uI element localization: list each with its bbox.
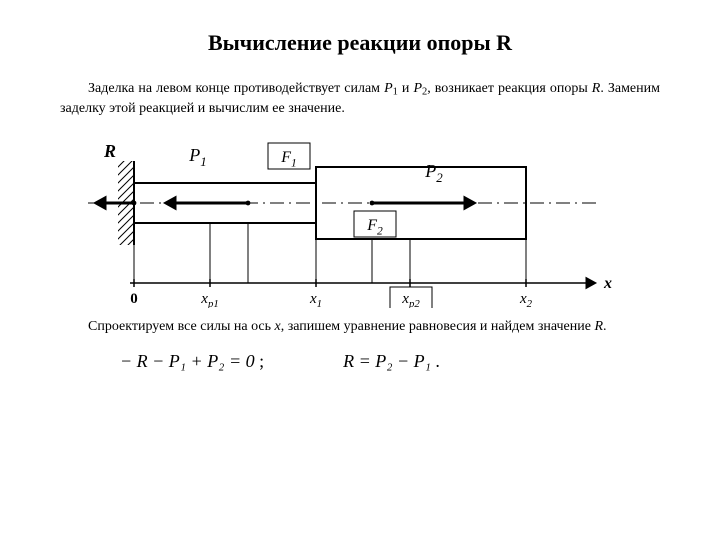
p1-P1-base: P (384, 81, 393, 96)
paragraph-1: Заделка на левом конце противодействует … (60, 80, 660, 119)
page-root: Вычисление реакции опоры R Заделка на ле… (0, 0, 720, 540)
diagram: F1F2RP1P2x0xp1x1xp2x2 (80, 133, 620, 308)
svg-text:0: 0 (130, 291, 138, 307)
paragraph-2: Спроектируем все силы на ось x, запишем … (60, 318, 660, 337)
equation-row: − R − P₁ + P₂ = 0 ; R = P₂ − P₁ . (120, 351, 660, 372)
svg-text:R: R (103, 141, 116, 161)
p2-t3: . (603, 319, 607, 334)
svg-text:x2: x2 (519, 291, 533, 308)
p1-P2-base: P (413, 81, 422, 96)
p2-t2: , запишем уравнение равновесия и найдем … (281, 319, 595, 334)
p1-P1: P1 (384, 81, 398, 96)
diagram-svg: F1F2RP1P2x0xp1x1xp2x2 (80, 133, 620, 308)
p1-t2: и (398, 81, 414, 96)
page-title: Вычисление реакции опоры R (60, 30, 660, 56)
svg-text:xp1: xp1 (200, 291, 218, 308)
p1-t3: , возникает реакция опоры (427, 81, 592, 96)
equation-end: . (435, 351, 440, 371)
svg-text:x1: x1 (309, 291, 322, 308)
svg-text:P2: P2 (424, 161, 443, 185)
equation-1: − R − P₁ + P₂ = 0 (120, 351, 255, 371)
equation-2: R = P₂ − P₁ (343, 351, 431, 371)
p1-t1: Заделка на левом конце противодействует … (88, 81, 384, 96)
svg-text:x: x (603, 275, 612, 292)
p2-R: R (594, 319, 603, 334)
equation-sep: ; (259, 351, 264, 371)
p2-t1: Спроектируем все силы на ось (88, 319, 275, 334)
p1-P2: P2 (413, 81, 427, 96)
svg-text:P1: P1 (188, 145, 206, 169)
